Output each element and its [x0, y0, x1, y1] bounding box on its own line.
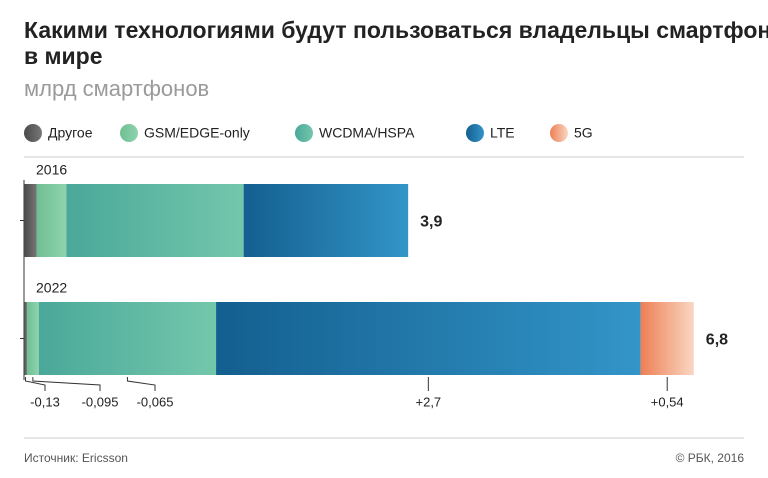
legend-label: LTE — [490, 125, 515, 141]
total-label: 6,8 — [706, 332, 728, 349]
total-label: 3,9 — [420, 214, 442, 231]
bar-segment — [66, 184, 244, 257]
legend-swatch — [550, 124, 568, 142]
source: Источник: Ericsson — [24, 451, 128, 465]
legend-swatch — [120, 124, 138, 142]
category-label: 2022 — [36, 280, 67, 296]
bar-segment — [216, 302, 641, 375]
bar-segment — [38, 302, 217, 375]
bar-segment — [26, 302, 39, 375]
legend-label: 5G — [574, 125, 593, 141]
legend-swatch — [24, 124, 42, 142]
credit: © РБК, 2016 — [676, 451, 745, 465]
leader-line — [24, 377, 46, 391]
bar-segment — [243, 184, 409, 257]
change-label: -0,065 — [137, 394, 174, 409]
change-label: -0,13 — [30, 394, 60, 409]
change-label: +2,7 — [416, 394, 442, 409]
chart-subtitle: млрд смартфонов — [24, 76, 209, 101]
legend-swatch — [466, 124, 484, 142]
bar-segment — [36, 184, 67, 257]
legend-label: WCDMA/HSPA — [319, 125, 415, 141]
leader-line — [32, 377, 101, 391]
leader-line — [126, 377, 156, 391]
chart-title: Какими технологиями будут пользоваться в… — [24, 17, 768, 69]
change-label: +0,54 — [651, 394, 684, 409]
category-label: 2016 — [36, 162, 67, 178]
legend-label: GSM/EDGE-only — [144, 125, 250, 141]
legend-swatch — [295, 124, 313, 142]
change-label: -0,095 — [82, 394, 119, 409]
legend-label: Другое — [48, 125, 93, 141]
bar-segment — [24, 302, 27, 375]
bar-segment — [24, 184, 37, 257]
bar-segment — [640, 302, 694, 375]
